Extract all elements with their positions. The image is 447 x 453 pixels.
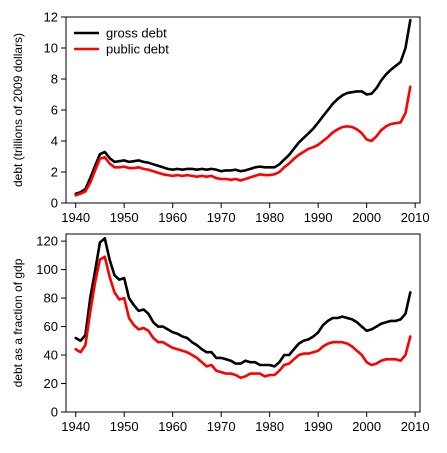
x-tick-label: 1970	[207, 210, 236, 225]
y-tick-label: 12	[44, 10, 58, 25]
legend-label: gross debt	[106, 26, 167, 41]
y-tick-label: 20	[44, 376, 58, 391]
chart-gross-public-debt-trillions: 1940 1950 1960 1970 1980 1990 2000 2010 0 2 4 6 8 10 1…	[11, 10, 430, 226]
y-axis-label: debt (trillions of 2009 dollars)	[11, 33, 25, 187]
series-line-gross-debt	[74, 18, 412, 195]
y-tick-label: 0	[51, 405, 58, 420]
y-tick-label: 8	[51, 72, 58, 87]
plot-frame	[65, 233, 421, 413]
x-tick-label: 1980	[255, 419, 284, 434]
legend-label: public debt	[106, 42, 169, 57]
y-tick-label: 120	[36, 234, 58, 249]
x-tick-label: 1950	[110, 210, 139, 225]
x-tick-label: 1990	[304, 210, 333, 225]
series-line-public-debt	[74, 85, 412, 197]
x-tick-label: 1940	[61, 210, 90, 225]
x-tick-label: 2000	[352, 419, 381, 434]
y-tick-label: 100	[36, 262, 58, 277]
x-tick-label: 1990	[304, 419, 333, 434]
series-line-public-debt	[74, 255, 412, 380]
y-tick-label: 80	[44, 291, 58, 306]
x-tick-label: 2010	[401, 419, 430, 434]
x-tick-label: 2010	[401, 210, 430, 225]
y-tick-label: 6	[51, 103, 58, 118]
y-tick-label: 4	[51, 134, 58, 149]
y-axis-label: debt as a fraction of gdp	[11, 258, 25, 387]
x-tick-label: 1980	[255, 210, 284, 225]
x-tick-label: 1940	[61, 419, 90, 434]
x-tick-label: 1960	[158, 419, 187, 434]
chart-debt-fraction-of-gdp: 1940 1950 1960 1970 1980 1990 2000 2010 0 20 40 60 8…	[11, 233, 430, 434]
y-tick-label: 2	[51, 165, 58, 180]
series-line-gross-debt	[74, 237, 412, 368]
x-tick-label: 2000	[352, 210, 381, 225]
x-tick-label: 1950	[110, 419, 139, 434]
x-tick-label: 1970	[207, 419, 236, 434]
y-tick-label: 10	[44, 41, 58, 56]
y-tick-label: 0	[51, 196, 58, 211]
y-tick-label: 60	[44, 319, 58, 334]
y-tick-label: 40	[44, 348, 58, 363]
x-tick-label: 1960	[158, 210, 187, 225]
